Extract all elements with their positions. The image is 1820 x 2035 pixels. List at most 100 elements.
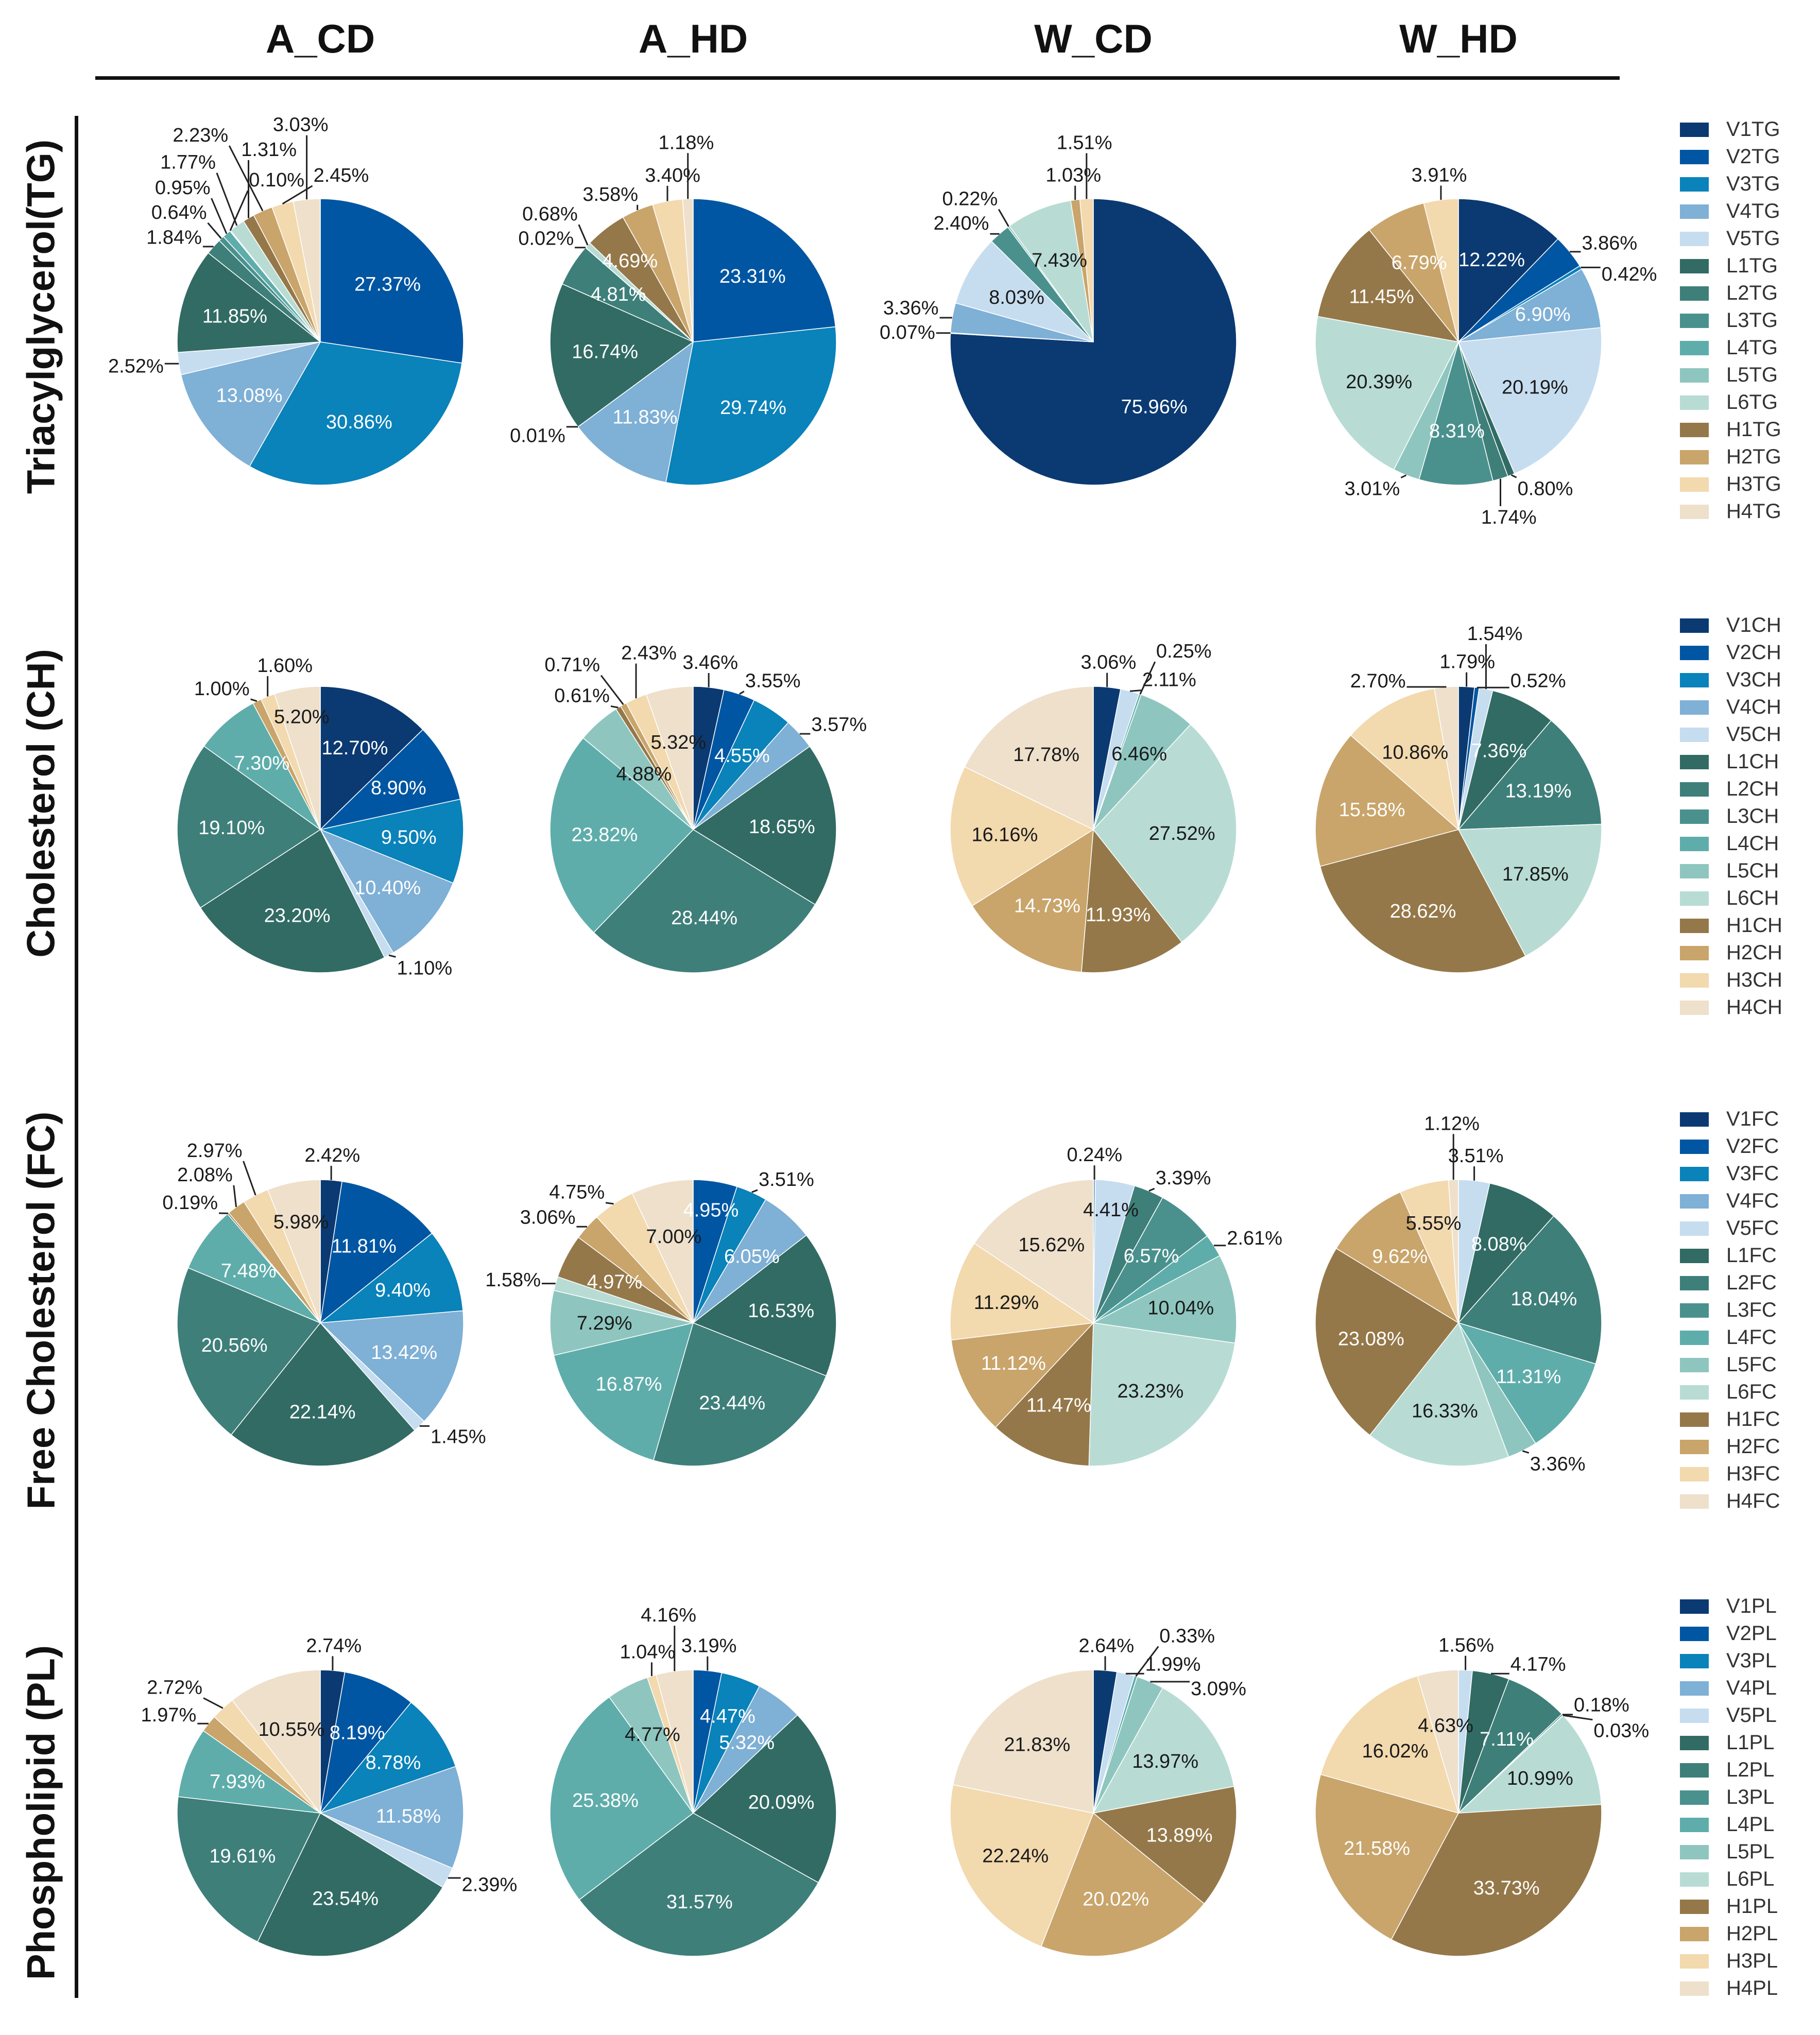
pie-slice-L1 [230, 1322, 416, 1467]
slice-label: 21.83% [1004, 1734, 1070, 1756]
legend-label: L3TG [1726, 309, 1778, 332]
legend-item: H3TG [1680, 471, 1781, 498]
slice-label: 3.39% [1156, 1167, 1211, 1189]
slice-label: 9.62% [1372, 1246, 1428, 1268]
slice-label: 11.93% [1086, 904, 1151, 926]
slice-label: 1.03% [1045, 165, 1101, 186]
pie-A_HD-FC: 23.44% 16.87% 16.53% 7.29% 7.00% 6.05% 4.97% 4.… [485, 1169, 837, 1467]
pie-slice-L1 [257, 1812, 443, 1957]
slice-label: 4.17% [1510, 1654, 1566, 1676]
slice-label: 2.70% [1350, 670, 1406, 692]
slice-label: 0.19% [162, 1192, 218, 1214]
legend-label: V3PL [1726, 1649, 1777, 1672]
legend-label: V5PL [1726, 1704, 1777, 1727]
slice-label: 11.81% [332, 1236, 397, 1257]
legend-ch: V1CH V2CH V3CH V4CH V5CH L1CH L2CH L3CH L4CH L5CH… [1680, 612, 1782, 1021]
pie-slice-V4 [180, 341, 321, 467]
slice-label: 1.77% [160, 152, 216, 174]
slice-label: 13.42% [371, 1342, 437, 1364]
slice-label: 0.33% [1159, 1625, 1215, 1647]
slice-label: 0.24% [1067, 1144, 1122, 1166]
slice-label: 3.46% [682, 652, 738, 674]
slice-label: 2.45% [314, 165, 369, 186]
slice-label: 23.08% [1338, 1328, 1404, 1350]
slice-label: 20.39% [1346, 371, 1412, 393]
legend-item: L1PL [1680, 1729, 1778, 1756]
legend-label: L5PL [1726, 1840, 1775, 1863]
pie-slice-L3 [1418, 340, 1493, 486]
slice-label: 23.23% [1117, 1381, 1183, 1402]
leader-line [1129, 689, 1141, 692]
legend-item: H3PL [1680, 1947, 1778, 1975]
slice-label: 7.43% [1032, 250, 1087, 271]
legend-item: V1TG [1680, 116, 1781, 143]
slice-label: 4.69% [602, 250, 658, 272]
legend-swatch [1680, 1653, 1709, 1668]
legend-label: L4FC [1726, 1326, 1777, 1349]
legend-swatch [1680, 1412, 1709, 1427]
legend-label: L2TG [1726, 282, 1778, 304]
pie-A_CD-PL: 23.54% 19.61% 11.58% 10.55% 8.78% 8.19% 7.93% 2… [141, 1635, 517, 1957]
legend-label: V1CH [1726, 614, 1781, 636]
slice-label: 6.57% [1124, 1245, 1179, 1267]
slice-label: 1.97% [141, 1704, 197, 1726]
pie-slice-H4 [1434, 686, 1459, 830]
slice-label: 3.06% [520, 1207, 576, 1229]
legend-item: V4TG [1680, 198, 1781, 225]
legend-item: V3CH [1680, 666, 1782, 694]
legend-swatch [1680, 754, 1709, 769]
slice-label: 3.06% [1080, 652, 1136, 674]
slice-label: 4.95% [683, 1199, 739, 1221]
legend-item: H2CH [1680, 939, 1782, 967]
slice-label: 9.40% [375, 1280, 431, 1301]
pie-slice-H4 [267, 1179, 321, 1323]
legend-swatch [1680, 1599, 1709, 1614]
column-title-a-hd: A_HD [638, 16, 748, 61]
legend-item: L2TG [1680, 280, 1781, 307]
leader-line [211, 198, 228, 234]
pie-W_CD-FC: 23.23% 15.62% 11.47% 11.29% 11.12% 10.04% 6.57… [950, 1144, 1282, 1467]
legend-item: H2PL [1680, 1920, 1778, 1947]
pie-slice-H3 [1079, 198, 1094, 342]
slice-label: 2.64% [1078, 1635, 1134, 1657]
pie-slice-H1 [1390, 1804, 1602, 1957]
slice-label: 7.30% [234, 752, 290, 774]
pie-slice-H4 [293, 198, 321, 342]
pie-slice-V2 [319, 1671, 412, 1815]
slice-label: 4.81% [591, 284, 646, 305]
slice-label: 6.90% [1515, 304, 1571, 325]
legend-item: L5CH [1680, 857, 1782, 885]
pie-slice-H4 [1448, 1179, 1459, 1323]
slice-label: 1.58% [485, 1269, 541, 1291]
legend-item: L5PL [1680, 1838, 1778, 1866]
legend-label: V1FC [1726, 1108, 1779, 1130]
pie-A_HD-TG: 29.74% 23.31% 16.74% 11.83% 4.81% 4.69% 0.01% 0… [510, 132, 837, 486]
legend-item: V5TG [1680, 225, 1781, 252]
legend-item: V2TG [1680, 143, 1781, 170]
pie-slice-V3 [249, 341, 462, 486]
pie-W_CD-CH: 27.52% 17.78% 16.16% 14.73% 11.93% 6.46% 3.06%… [950, 641, 1237, 973]
column-title-a-cd: A_CD [265, 16, 375, 61]
legend-label: L6FC [1726, 1381, 1777, 1403]
pie-slice-L4 [553, 1322, 694, 1461]
header-divider [95, 76, 1620, 80]
pie-slice-L5 [550, 1290, 694, 1356]
pie-slice-V2 [320, 198, 464, 364]
legend-item: L3PL [1680, 1784, 1778, 1811]
legend-swatch [1680, 1981, 1709, 1996]
slice-label: 0.22% [942, 188, 998, 210]
leader-line [751, 1189, 758, 1193]
legend-item: L3TG [1680, 307, 1781, 334]
legend-swatch [1680, 231, 1709, 246]
pie-slice-V4 [319, 1766, 464, 1869]
slice-label: 2.52% [108, 356, 164, 377]
legend-label: H1CH [1726, 914, 1782, 937]
pie-slice-V5 [1457, 327, 1602, 474]
slice-label: 1.00% [194, 678, 250, 700]
slice-label: 1.99% [1145, 1654, 1201, 1676]
slice-label: 0.61% [554, 685, 610, 706]
pie-slice-H4 [952, 1669, 1094, 1814]
pie-slice-L2 [653, 1322, 827, 1467]
slice-label: 0.52% [1510, 670, 1566, 692]
slice-label: 0.64% [151, 202, 207, 223]
